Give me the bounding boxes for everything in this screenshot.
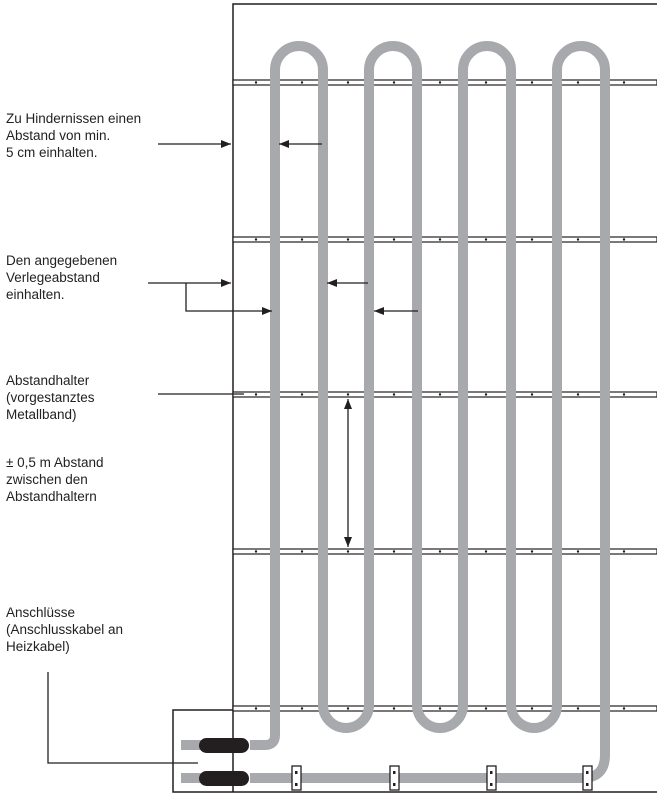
spacer-distance-label: ± 0,5 m Abstand zwischen den Abstandhalt… <box>6 455 104 504</box>
room-outline <box>232 3 657 792</box>
spacer-hole <box>438 707 442 710</box>
spacer-hole <box>300 550 304 553</box>
spacer-hole <box>392 238 396 241</box>
spacer-hole <box>438 550 442 553</box>
spacer-strip <box>232 79 657 86</box>
spacer-hole <box>300 238 304 241</box>
spacer-hole <box>346 393 350 396</box>
fixing-clip <box>486 765 497 791</box>
spacer-hole <box>346 707 350 710</box>
spacer-hole <box>484 81 488 84</box>
spacer-hole <box>622 707 626 710</box>
spacer-hole <box>392 81 396 84</box>
spacer-strip <box>232 236 657 243</box>
spacer-hole <box>438 238 442 241</box>
laying-distance-label: Den angegebenen Verlegeabstand einhalten… <box>6 253 118 302</box>
spacer-hole <box>622 550 626 553</box>
laying-distance-arrow <box>185 283 272 315</box>
spacer-label: Abstandhalter (vorgestanztes Metallband) <box>6 373 95 422</box>
spacer-hole <box>254 550 258 553</box>
spacer-strip <box>232 548 657 555</box>
spacer-hole <box>622 81 626 84</box>
spacer-hole <box>346 238 350 241</box>
spacer-hole <box>300 707 304 710</box>
fixing-clip <box>582 765 593 791</box>
spacer-hole <box>530 550 534 553</box>
spacer-holes <box>254 81 626 710</box>
spacer-hole <box>254 393 258 396</box>
spacer-hole <box>576 550 580 553</box>
spacer-hole <box>346 550 350 553</box>
spacer-hole <box>576 393 580 396</box>
spacer-hole <box>300 81 304 84</box>
spacer-hole <box>438 393 442 396</box>
spacer-hole <box>484 707 488 710</box>
spacer-hole <box>622 393 626 396</box>
obstacle-distance-label: Zu Hindernissen einen Abstand von min. 5… <box>6 111 142 160</box>
spacer-hole <box>346 81 350 84</box>
spacer-hole <box>622 238 626 241</box>
connections-label: Anschlüsse (Anschlusskabel an Heizkabel) <box>6 605 124 654</box>
spacer-hole <box>576 238 580 241</box>
connection-leader-line <box>47 672 198 764</box>
spacer-hole <box>300 393 304 396</box>
spacer-hole <box>530 238 534 241</box>
spacer-hole <box>530 707 534 710</box>
spacer-hole <box>484 550 488 553</box>
spacer-hole <box>392 550 396 553</box>
spacer-hole <box>254 81 258 84</box>
heating-cable <box>250 41 610 783</box>
spacer-hole <box>254 707 258 710</box>
spacer-hole <box>530 81 534 84</box>
spacer-hole <box>576 707 580 710</box>
spacer-hole <box>254 238 258 241</box>
fixing-clip <box>291 765 302 791</box>
fixing-clip <box>389 765 400 791</box>
spacer-hole <box>530 393 534 396</box>
spacer-hole <box>392 707 396 710</box>
spacer-strip <box>232 391 657 398</box>
spacer-strip <box>232 705 657 712</box>
spacer-hole <box>484 238 488 241</box>
spacer-hole <box>576 81 580 84</box>
spacer-hole <box>392 393 396 396</box>
spacer-hole <box>438 81 442 84</box>
spacer-hole <box>484 393 488 396</box>
cable-joint <box>199 771 249 786</box>
cable-joint <box>199 738 249 753</box>
